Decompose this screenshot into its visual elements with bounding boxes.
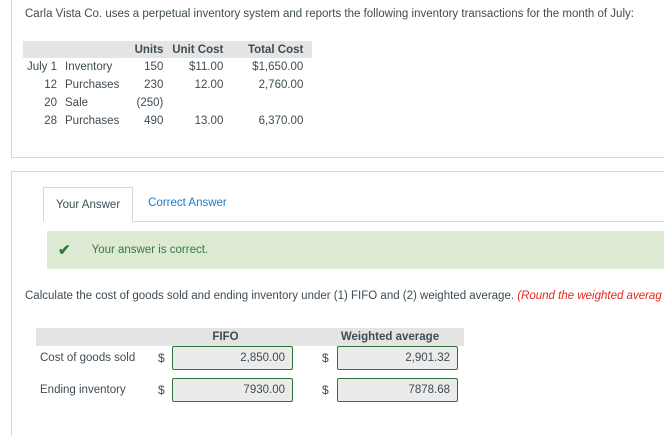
rounding-note: (Round the weighted averag [517,290,662,302]
cell-unit-cost [163,94,223,112]
cell-total-cost: 2,760.00 [258,79,304,91]
success-banner: ✔ Your answer is correct. [47,231,664,269]
header-fifo: FIFO [212,331,239,343]
table-row: 20 Sale (250) [23,94,312,112]
ending-inventory-weighted-average-input[interactable] [337,378,458,402]
cell-unit-cost: 13.00 [194,115,224,127]
table-row: 12 Purchases 230 12.00 2,760.00 [23,76,312,94]
tab-bar: Your Answer Correct Answer [43,186,664,222]
cell-total-cost [223,94,312,112]
results-table: FIFO Weighted average Cost of goods sold… [36,328,464,402]
cell-units: 230 [144,79,164,91]
cell-unit-cost: 12.00 [194,79,224,91]
header-total-cost: Total Cost [223,41,313,58]
row-ending-inventory: Ending inventory $ $ [36,378,464,402]
results-header-row: FIFO Weighted average [36,328,464,346]
dollar-sign: $ [322,383,329,397]
cell-desc: Purchases [65,115,120,127]
table-row: July 1 Inventory 150 $11.00 $1,650.00 [23,58,312,76]
cell-total-cost: $1,650.00 [252,61,304,73]
cell-unit-cost: $11.00 [189,61,224,73]
cell-units: (250) [136,97,164,109]
cell-units: 490 [144,115,164,127]
row-cost-of-goods-sold: Cost of goods sold $ $ [36,346,464,370]
check-icon: ✔ [58,242,71,259]
cell-total-cost: 6,370.00 [258,115,304,127]
cell-units: 150 [144,61,164,73]
dollar-sign: $ [322,351,329,365]
inventory-table: Units Unit Cost Total Cost July 1 Invent… [23,41,313,130]
instruction-text: Calculate the cost of goods sold and end… [25,290,518,302]
cogs-fifo-input[interactable] [172,346,293,370]
instruction: Calculate the cost of goods sold and end… [25,290,664,302]
cell-date: July 1 [26,61,57,73]
table-row: 28 Purchases 490 13.00 6,370.00 [23,112,312,130]
tab-your-answer[interactable]: Your Answer [43,187,134,222]
header-units: Units [119,41,164,58]
header-unit-cost: Unit Cost [163,41,224,58]
header-date [23,41,57,58]
row-label: Ending inventory [40,384,126,396]
cell-desc: Sale [65,97,89,109]
dollar-sign: $ [158,383,165,397]
header-desc [57,41,120,58]
cell-desc: Inventory [65,61,113,73]
header-weighted-average: Weighted average [340,331,440,343]
cogs-weighted-average-input[interactable] [337,346,458,370]
cell-date: 12 [44,79,57,91]
problem-card: Carla Vista Co. uses a perpetual invento… [11,0,664,158]
cell-date: 20 [44,97,57,109]
cell-date: 28 [44,115,57,127]
dollar-sign: $ [158,351,165,365]
inventory-header-row: Units Unit Cost Total Cost [23,41,313,58]
ending-inventory-fifo-input[interactable] [172,378,293,402]
success-message: Your answer is correct. [91,244,209,256]
cell-desc: Purchases [65,79,120,91]
problem-intro: Carla Vista Co. uses a perpetual invento… [25,8,634,20]
row-label: Cost of goods sold [40,352,136,364]
answer-card: Your Answer Correct Answer ✔ Your answer… [11,171,664,436]
tab-correct-answer[interactable]: Correct Answer [148,197,227,209]
